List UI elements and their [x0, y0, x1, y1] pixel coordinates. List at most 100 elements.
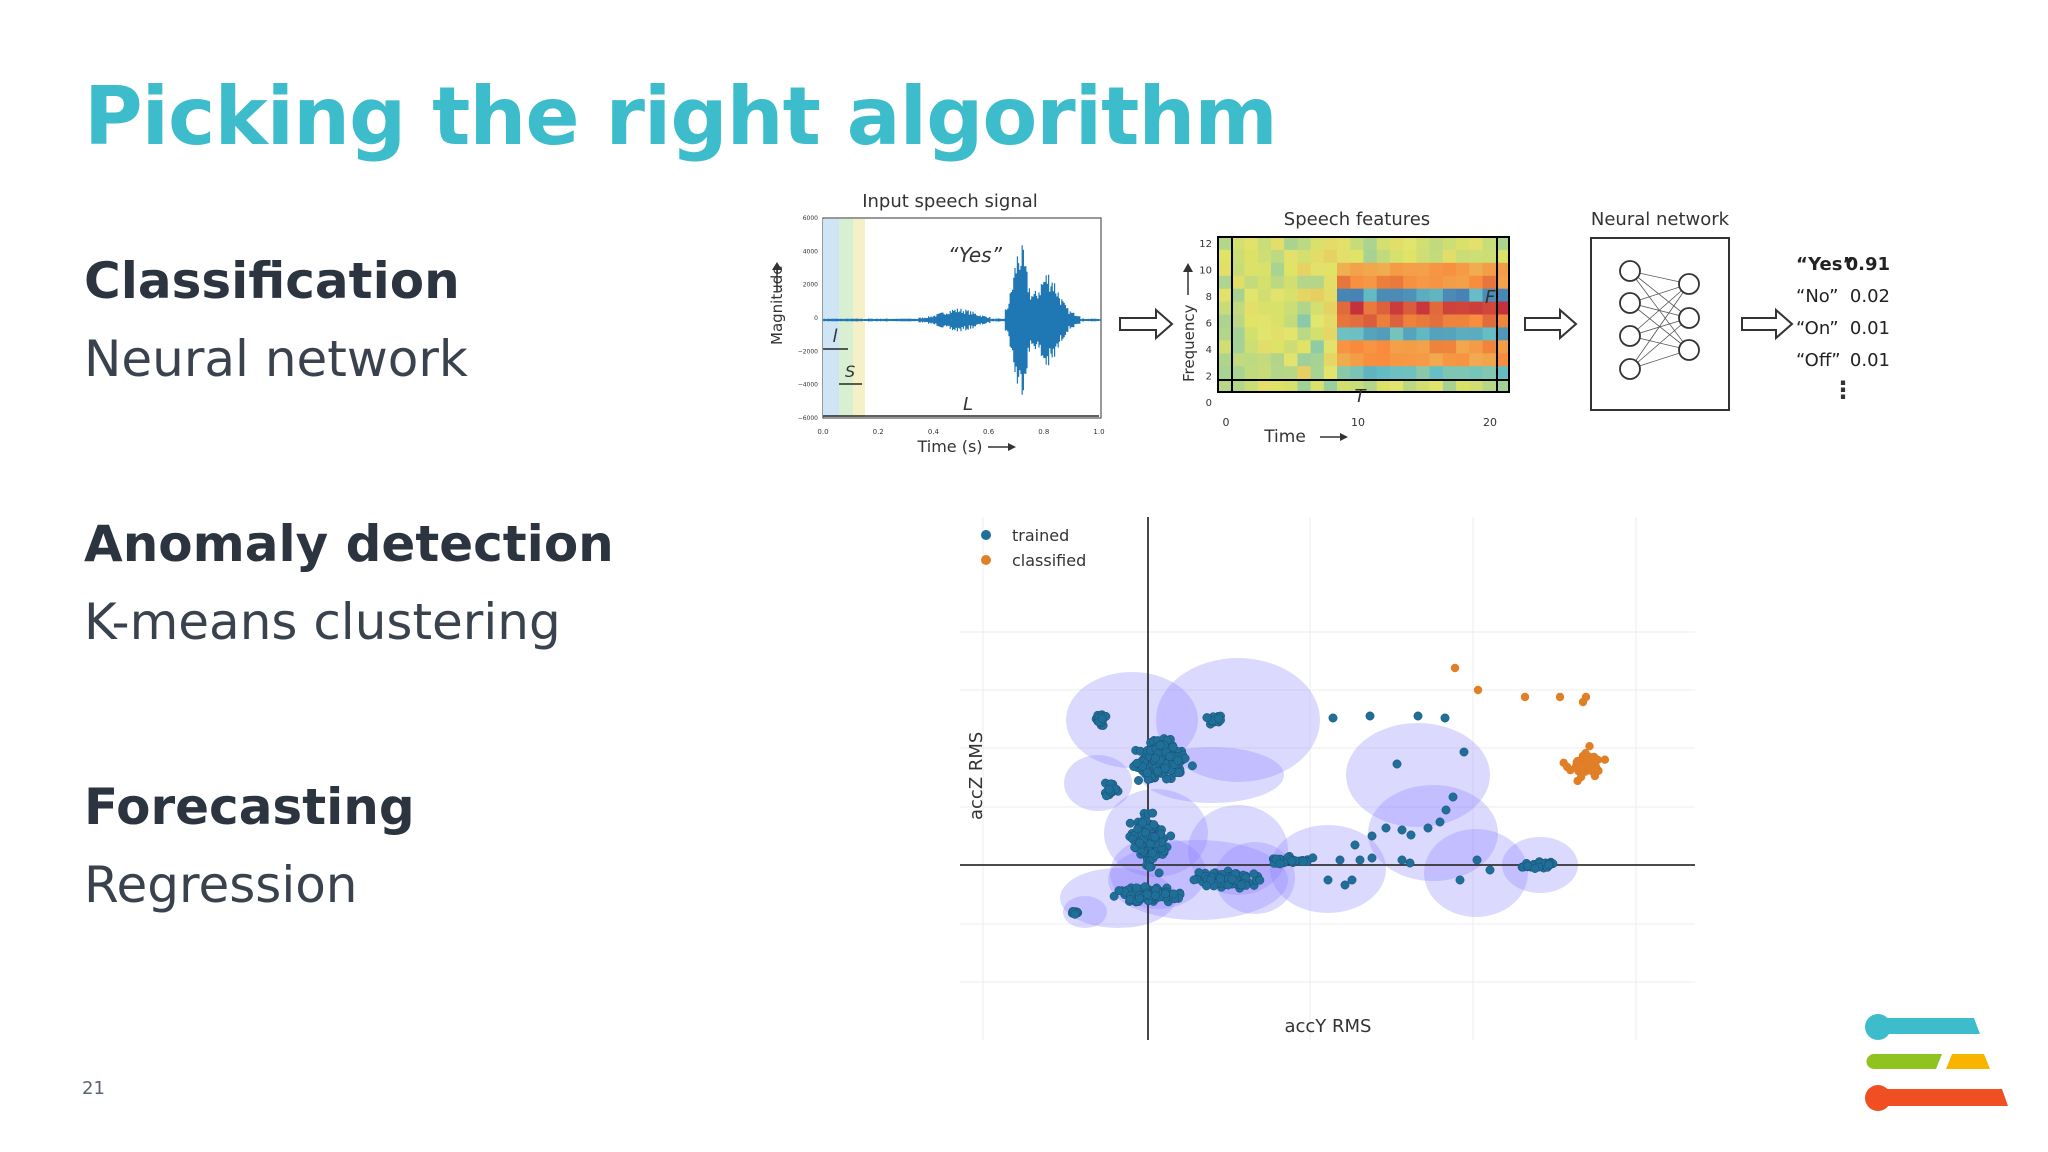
spectrogram-cell [1310, 249, 1325, 264]
spectrogram-cell [1403, 288, 1417, 303]
spectrogram-cell [1337, 275, 1351, 290]
spectrogram-cell [1297, 314, 1312, 328]
spectrogram-cell [1231, 237, 1245, 251]
classified-point [1573, 776, 1582, 786]
yes-quote: “Yes” [948, 243, 1003, 267]
spectrogram-cell [1337, 288, 1351, 303]
spectrogram-cell [1297, 340, 1312, 354]
trained-point [1335, 855, 1345, 865]
spectrogram-cell [1469, 340, 1483, 354]
spectrogram-cell [1218, 327, 1232, 341]
spectrogram-cell [1297, 262, 1312, 277]
trained-point [1166, 831, 1176, 841]
trained-point [1187, 761, 1197, 771]
classified-points [1450, 663, 1610, 786]
trained-point [1104, 784, 1114, 794]
spectrogram-cell [1218, 379, 1232, 393]
trained-point [1455, 875, 1465, 885]
features-title: Speech features [1284, 209, 1430, 230]
spectrogram-cell [1469, 301, 1483, 315]
spectrogram-cell [1231, 249, 1245, 264]
output-score: 0.02 [1850, 286, 1890, 307]
spectrogram-cell [1416, 340, 1431, 354]
spectrogram-cell [1218, 237, 1232, 251]
spectrogram-cell [1218, 301, 1232, 315]
trained-point [1472, 855, 1482, 865]
spectrogram-cell [1416, 379, 1431, 393]
trained-point [1367, 853, 1377, 863]
spectrogram-cell [1416, 275, 1431, 290]
spectrogram-cell [1442, 288, 1457, 303]
spectrogram-cell [1323, 237, 1338, 251]
spectrogram-cell [1350, 314, 1364, 328]
spectrogram-cell [1323, 249, 1338, 264]
spectrogram-cell [1482, 288, 1497, 303]
trained-point [1448, 792, 1458, 802]
spectrogram-cell [1403, 327, 1417, 341]
trained-point [1397, 855, 1407, 865]
section-subtitle-classification: Neural network [84, 330, 468, 388]
spectrogram-cell [1257, 366, 1272, 380]
spectrogram-cell [1350, 262, 1364, 277]
spectrogram-cell [1390, 314, 1404, 328]
spectrogram-cell [1257, 237, 1272, 251]
classified-point [1593, 755, 1603, 764]
trained-point [1149, 820, 1159, 830]
trained-point [1150, 832, 1160, 842]
waveform-path [822, 245, 1100, 395]
frequency-label: Frequency [1180, 304, 1198, 382]
network-edge [1629, 283, 1690, 370]
spectrogram-cell [1403, 249, 1417, 264]
spectrogram-cell [1244, 237, 1259, 251]
spectrogram-cell [1297, 237, 1312, 251]
spectrogram-cell [1218, 366, 1232, 380]
spectrogram-cell [1310, 288, 1325, 303]
spectrogram-cell [1403, 314, 1417, 328]
spectrogram-cell [1270, 353, 1285, 367]
spectrogram-cell [1337, 262, 1351, 277]
classified-point [1600, 755, 1610, 764]
spectrogram-cell [1376, 379, 1391, 393]
magnitude-label: Magnitude [768, 266, 786, 345]
trained-point [1154, 868, 1164, 878]
spectrogram-cell [1218, 340, 1232, 354]
spectrogram-cell [1218, 249, 1232, 264]
trained-point [1485, 865, 1495, 875]
trained-point [1134, 776, 1143, 785]
signal-x-tick: 0.6 [983, 428, 995, 436]
trained-point [1435, 817, 1445, 827]
trained-point [1347, 875, 1357, 885]
trained-point [1155, 740, 1165, 750]
features-y-tick: 8 [1206, 292, 1212, 303]
spectrogram-cell [1495, 353, 1510, 367]
spectrogram-cell [1495, 314, 1510, 328]
spectrogram-cell [1442, 275, 1457, 290]
logo-bar-bottom [1878, 1089, 2008, 1106]
spectrogram-cell [1495, 327, 1510, 341]
spectrogram-cell [1284, 301, 1298, 315]
spectrogram-cell [1231, 366, 1245, 380]
spectrogram-cell [1350, 340, 1364, 354]
network-edge [1629, 270, 1690, 319]
spectrogram-cell [1429, 288, 1444, 303]
trained-point [1138, 818, 1148, 828]
frame-highlight-3 [853, 219, 865, 417]
classified-point [1473, 685, 1483, 695]
spectrogram-cell [1231, 301, 1245, 315]
spectrogram-cell [1244, 262, 1259, 277]
hollow-arrow-2 [1524, 307, 1578, 341]
spectrogram-cell [1442, 340, 1457, 354]
spectrogram-cell [1218, 275, 1232, 290]
output-word: “Yes” [1796, 254, 1854, 275]
magnitude-arrow-head [772, 262, 782, 270]
spectrogram-cell [1297, 249, 1312, 264]
x-axis-label: accY RMS [1284, 1016, 1371, 1037]
spectrogram-cell [1456, 366, 1470, 380]
spectrogram-cell [1363, 327, 1378, 341]
signal-y-tick: 2000 [803, 282, 818, 289]
trained-point [1413, 711, 1423, 721]
F-label: F [1485, 287, 1496, 308]
output-word: “No” [1796, 286, 1839, 307]
spectrogram-cell [1429, 340, 1444, 354]
output-word: “On” [1796, 318, 1839, 339]
